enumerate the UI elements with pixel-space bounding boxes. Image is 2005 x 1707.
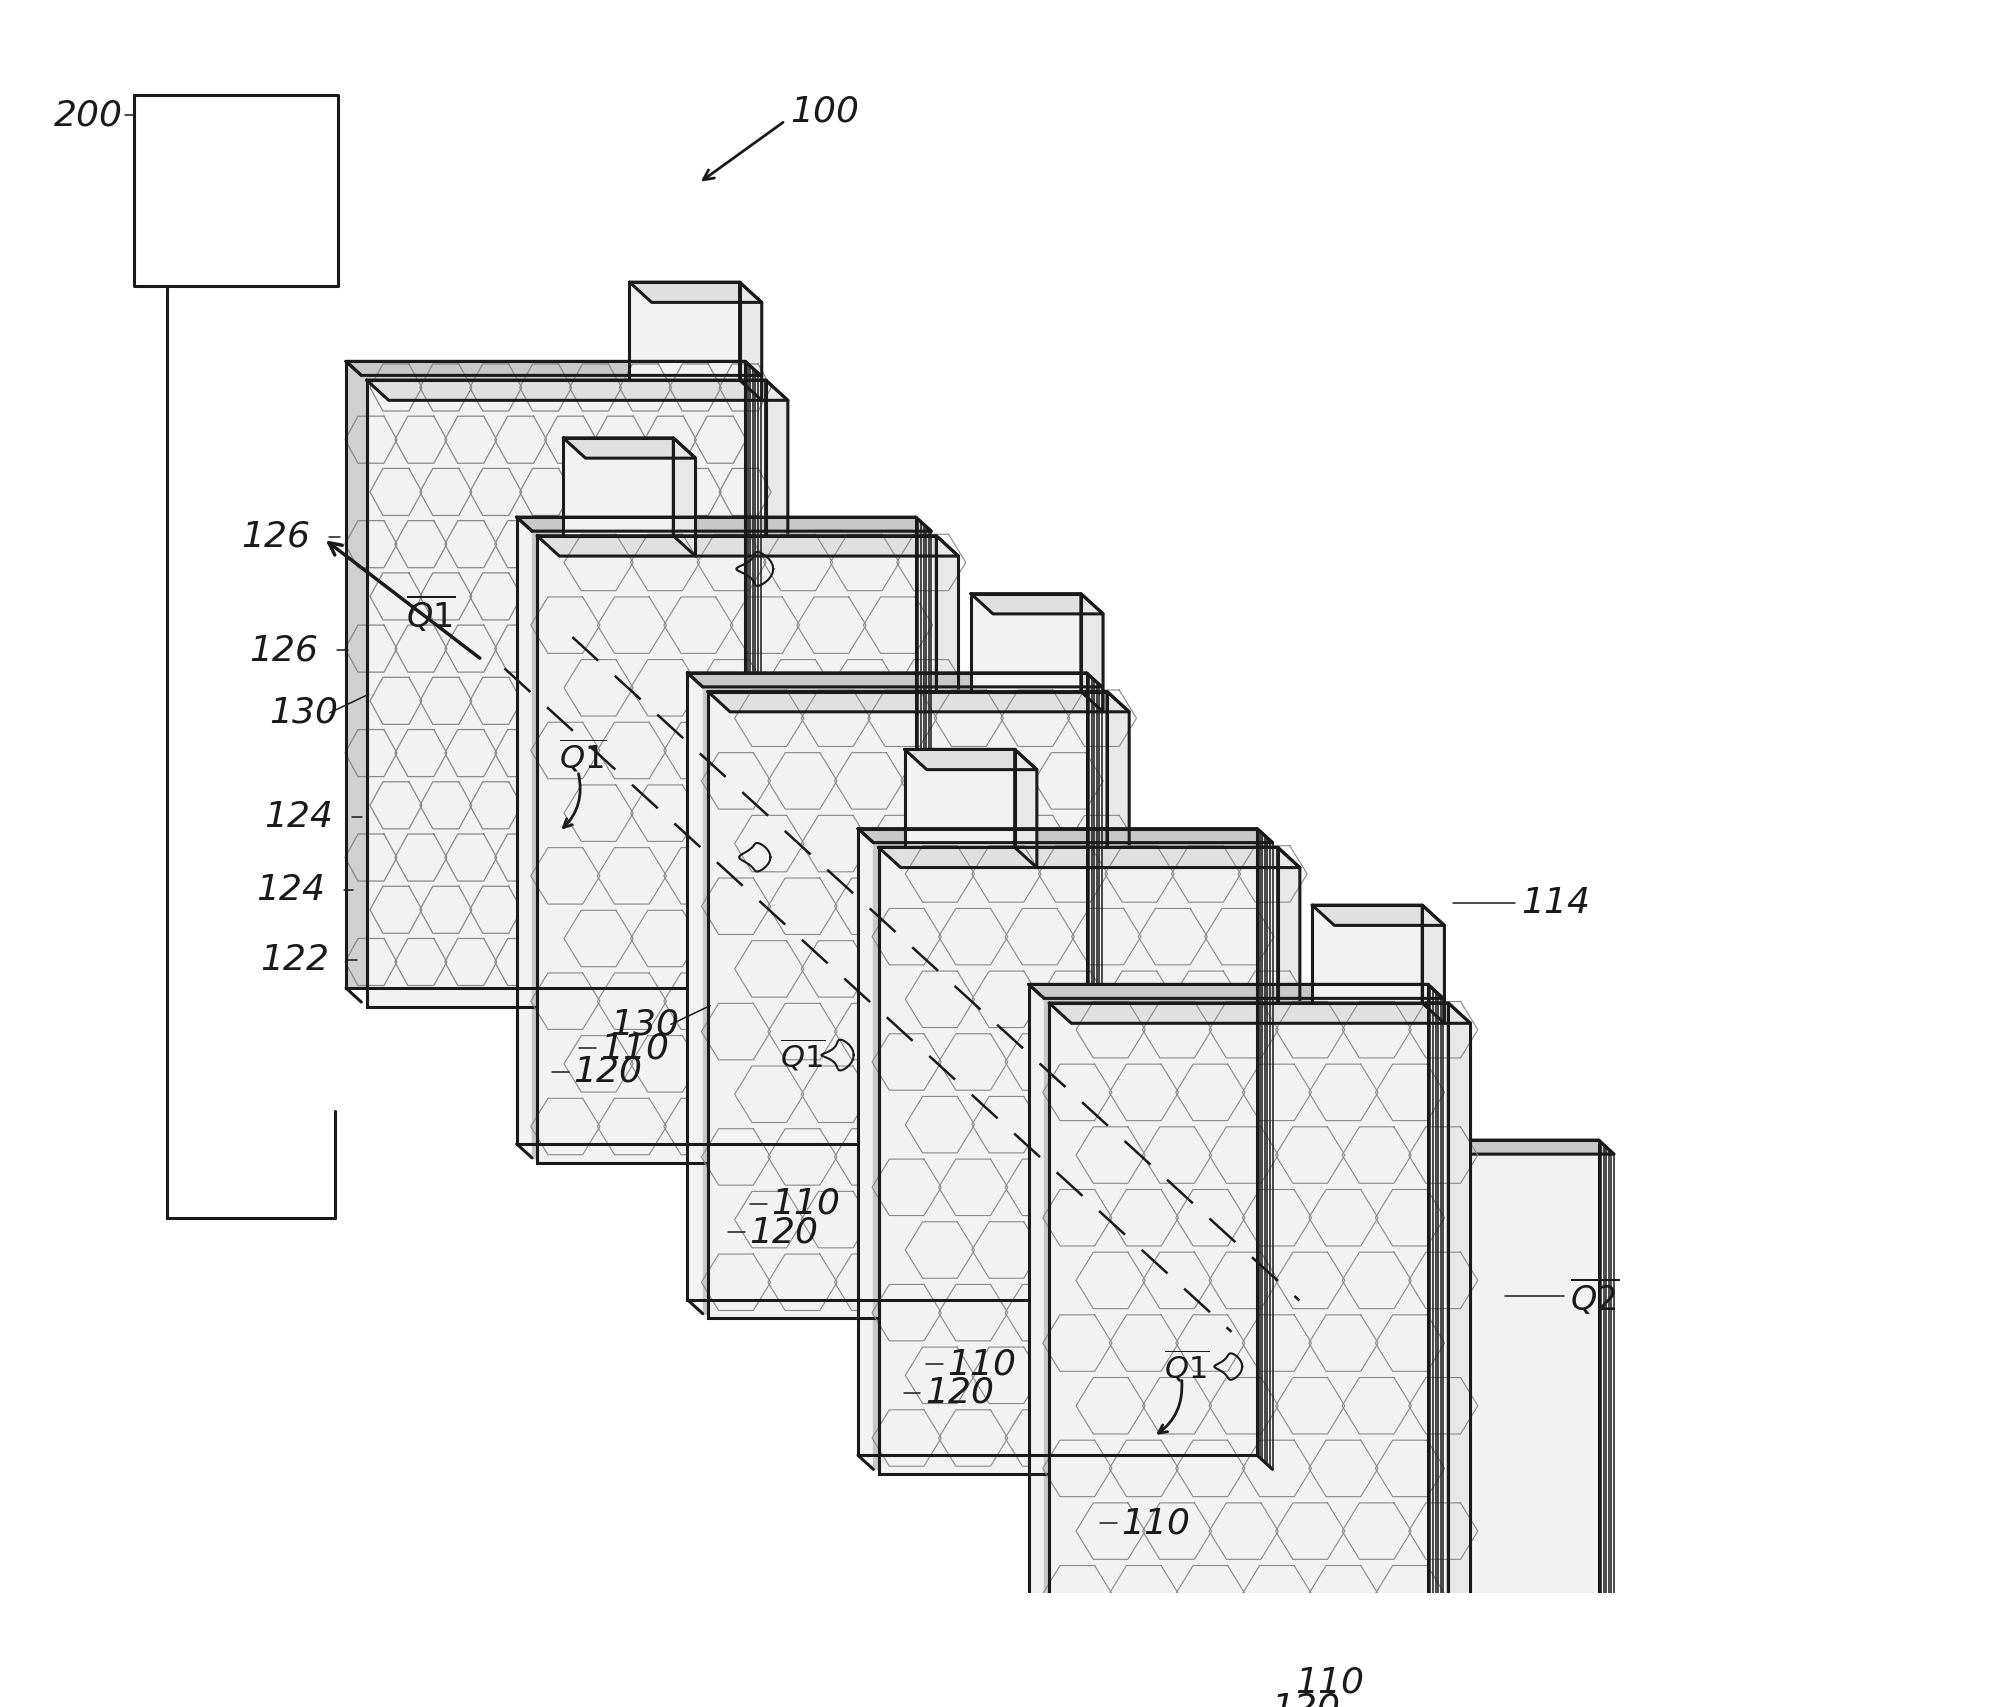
Text: 130: 130 bbox=[610, 1007, 680, 1041]
Text: 110: 110 bbox=[946, 1347, 1017, 1381]
Text: 120: 120 bbox=[748, 1215, 818, 1250]
Polygon shape bbox=[1422, 905, 1444, 1022]
Text: 124: 124 bbox=[265, 801, 333, 835]
Polygon shape bbox=[1448, 1004, 1470, 1651]
Text: $\overline{Q1}$: $\overline{Q1}$ bbox=[780, 1036, 826, 1074]
Text: 120: 120 bbox=[924, 1376, 994, 1410]
Polygon shape bbox=[1311, 905, 1444, 925]
Polygon shape bbox=[970, 594, 1103, 615]
Polygon shape bbox=[702, 686, 1101, 1314]
Polygon shape bbox=[904, 749, 1037, 770]
Text: 130: 130 bbox=[269, 696, 337, 731]
Polygon shape bbox=[517, 517, 930, 531]
Polygon shape bbox=[1199, 1140, 1614, 1154]
Polygon shape bbox=[708, 691, 1129, 712]
Polygon shape bbox=[872, 843, 1271, 1470]
Polygon shape bbox=[345, 362, 760, 376]
Polygon shape bbox=[674, 439, 696, 556]
Polygon shape bbox=[1311, 905, 1422, 1004]
Polygon shape bbox=[936, 536, 958, 1183]
Polygon shape bbox=[878, 847, 1299, 867]
Polygon shape bbox=[630, 282, 762, 302]
Text: $\overline{Q2}$: $\overline{Q2}$ bbox=[1570, 1275, 1618, 1316]
Text: 120: 120 bbox=[573, 1055, 642, 1089]
Polygon shape bbox=[1015, 749, 1037, 867]
Polygon shape bbox=[1049, 1004, 1470, 1022]
Text: 114: 114 bbox=[1522, 886, 1590, 920]
Polygon shape bbox=[563, 439, 674, 536]
Polygon shape bbox=[858, 828, 1257, 1456]
Polygon shape bbox=[858, 828, 1271, 843]
Polygon shape bbox=[740, 282, 762, 401]
Polygon shape bbox=[1107, 691, 1129, 1338]
Polygon shape bbox=[688, 673, 1101, 686]
Polygon shape bbox=[1049, 1004, 1448, 1630]
Polygon shape bbox=[708, 691, 1107, 1318]
Polygon shape bbox=[367, 381, 766, 1007]
Polygon shape bbox=[1029, 985, 1428, 1611]
Text: 200: 200 bbox=[54, 99, 122, 131]
Text: 110: 110 bbox=[1121, 1506, 1189, 1540]
Polygon shape bbox=[345, 362, 744, 988]
Polygon shape bbox=[1277, 847, 1299, 1494]
Polygon shape bbox=[688, 673, 1087, 1299]
Text: 110: 110 bbox=[1295, 1664, 1363, 1698]
Polygon shape bbox=[1029, 985, 1442, 999]
Polygon shape bbox=[878, 847, 1277, 1475]
Text: 110: 110 bbox=[599, 1031, 670, 1065]
Polygon shape bbox=[537, 536, 958, 556]
Text: $\overline{Q1}$: $\overline{Q1}$ bbox=[1163, 1349, 1209, 1384]
Polygon shape bbox=[531, 531, 930, 1157]
Text: $\overline{Q1}$: $\overline{Q1}$ bbox=[559, 737, 606, 777]
Polygon shape bbox=[766, 381, 788, 1028]
Text: 100: 100 bbox=[790, 94, 858, 128]
Text: 124: 124 bbox=[257, 874, 325, 908]
Polygon shape bbox=[563, 439, 696, 457]
Polygon shape bbox=[517, 517, 916, 1144]
Text: 120: 120 bbox=[1271, 1692, 1339, 1707]
Text: $\overline{Q1}$: $\overline{Q1}$ bbox=[405, 592, 455, 633]
Polygon shape bbox=[970, 594, 1081, 691]
Polygon shape bbox=[904, 749, 1015, 847]
Polygon shape bbox=[134, 94, 337, 285]
Polygon shape bbox=[367, 381, 788, 401]
Text: 122: 122 bbox=[261, 942, 329, 976]
Polygon shape bbox=[630, 282, 740, 381]
Polygon shape bbox=[537, 536, 936, 1162]
Polygon shape bbox=[1043, 999, 1442, 1625]
Text: 126: 126 bbox=[241, 521, 311, 553]
Polygon shape bbox=[1081, 594, 1103, 712]
Text: 110: 110 bbox=[772, 1186, 840, 1221]
Text: 126: 126 bbox=[249, 633, 319, 667]
Polygon shape bbox=[1199, 1140, 1598, 1707]
